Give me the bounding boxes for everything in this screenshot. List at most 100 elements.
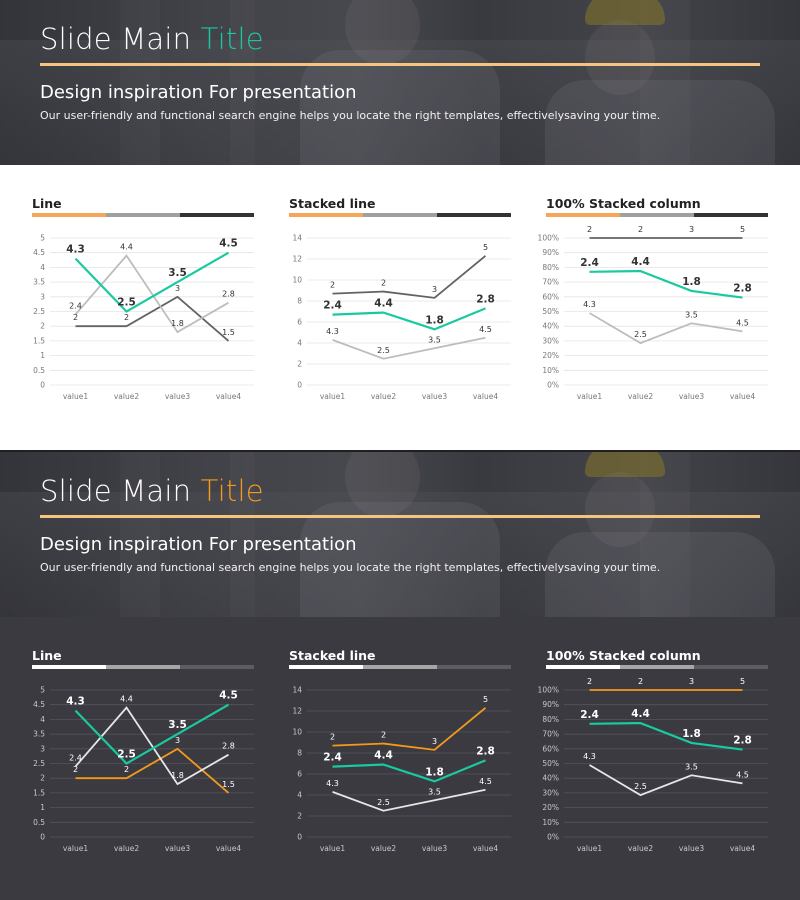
data-label: 4.3 xyxy=(583,300,596,309)
y-tick-label: 8 xyxy=(297,297,302,306)
chart-title-bar xyxy=(32,665,254,669)
data-label: 2.4 xyxy=(69,301,82,310)
x-tick-label: value4 xyxy=(216,392,241,401)
chart-plot: 0 0.5 1 1.5 2 2.5 3 3.5 4 4.5 5 value1 value2 value3 v… xyxy=(33,234,254,401)
x-tick-label: value1 xyxy=(63,392,88,401)
data-label: 4.3 xyxy=(326,779,339,788)
data-label: 4.3 xyxy=(66,696,85,708)
x-tick-label: value3 xyxy=(679,392,704,401)
data-label: 2.5 xyxy=(377,346,390,355)
data-label: 2.5 xyxy=(117,749,136,761)
y-tick-label: 4.5 xyxy=(33,700,45,709)
y-tick-label: 3.5 xyxy=(33,278,45,287)
data-label: 4.4 xyxy=(631,708,650,720)
y-tick-label: 0 xyxy=(40,833,45,842)
chart-title: Stacked line xyxy=(289,648,376,663)
data-label: 4.5 xyxy=(219,690,238,702)
y-tick-label: 100% xyxy=(538,686,559,695)
y-tick-label: 5 xyxy=(40,234,45,243)
y-tick-label: 30% xyxy=(542,788,559,797)
series-line xyxy=(332,759,486,783)
y-tick-label: 70% xyxy=(542,730,559,739)
data-label: 2.8 xyxy=(476,293,495,305)
slide-title: Slide Main Title xyxy=(40,22,264,56)
data-label: 4.4 xyxy=(120,243,133,252)
data-label: 2 xyxy=(587,225,592,234)
y-tick-label: 4 xyxy=(40,715,45,724)
y-tick-label: 100% xyxy=(538,234,559,243)
data-label: 4.5 xyxy=(219,238,238,250)
y-tick-label: 80% xyxy=(542,715,559,724)
data-label: 2.8 xyxy=(733,283,752,295)
title-rule xyxy=(40,515,760,518)
data-label: 2.8 xyxy=(222,742,235,751)
y-tick-label: 70% xyxy=(542,278,559,287)
x-tick-label: value4 xyxy=(473,844,498,853)
data-label: 2.5 xyxy=(117,297,136,309)
series-line xyxy=(332,307,486,331)
y-tick-label: 12 xyxy=(292,255,302,264)
chart-title: 100% Stacked column xyxy=(546,648,701,663)
chart-plot: 0 2 4 6 8 10 12 14 value1 value2 value3 value4 2.4 4.… xyxy=(292,686,511,853)
series-line xyxy=(589,269,743,299)
data-label: 4.3 xyxy=(326,327,339,336)
x-tick-label: value1 xyxy=(577,392,602,401)
series-line xyxy=(74,251,230,313)
y-tick-label: 10 xyxy=(292,728,302,737)
series-line xyxy=(589,312,743,345)
series-line xyxy=(332,788,486,812)
series-line xyxy=(332,255,487,299)
slide-subtitle: Design inspiration For presentation xyxy=(40,82,357,103)
data-label: 2 xyxy=(73,313,78,322)
data-label: 3.5 xyxy=(428,787,441,796)
data-label: 3 xyxy=(689,225,694,234)
x-tick-label: value2 xyxy=(114,844,139,853)
x-tick-label: value3 xyxy=(165,844,190,853)
y-tick-label: 8 xyxy=(297,749,302,758)
chart-title-bar xyxy=(546,213,768,217)
y-tick-label: 2 xyxy=(40,322,45,331)
y-tick-label: 10% xyxy=(542,366,559,375)
y-tick-label: 10% xyxy=(542,818,559,827)
chart-plot: 0 0.5 1 1.5 2 2.5 3 3.5 4 4.5 5 value1 value2 value3 v… xyxy=(33,686,254,853)
y-tick-label: 1 xyxy=(40,803,45,812)
y-tick-label: 6 xyxy=(297,770,302,779)
y-tick-label: 1 xyxy=(40,351,45,360)
series-line xyxy=(74,703,230,765)
title-rule xyxy=(40,63,760,66)
data-label: 2 xyxy=(381,731,386,740)
data-label: 1.8 xyxy=(171,771,184,780)
data-label: 4.4 xyxy=(631,256,650,268)
x-tick-label: value3 xyxy=(422,844,447,853)
y-tick-label: 50% xyxy=(542,307,559,316)
series-line xyxy=(75,747,230,794)
y-tick-label: 0.5 xyxy=(33,818,45,827)
x-tick-label: value4 xyxy=(473,392,498,401)
slide-dark: Slide Main Title Design inspiration For … xyxy=(0,450,800,900)
data-label: 2 xyxy=(381,279,386,288)
data-label: 4.4 xyxy=(374,298,393,310)
data-label: 3.5 xyxy=(168,267,187,279)
y-tick-label: 14 xyxy=(292,686,302,695)
data-label: 5 xyxy=(740,225,745,234)
data-label: 3.5 xyxy=(168,719,187,731)
data-label: 2.5 xyxy=(377,798,390,807)
y-tick-label: 0% xyxy=(547,833,559,842)
data-label: 2.5 xyxy=(634,330,647,339)
x-tick-label: value2 xyxy=(371,392,396,401)
data-label: 4.5 xyxy=(736,318,749,327)
data-label: 4.5 xyxy=(479,777,492,786)
y-tick-label: 80% xyxy=(542,263,559,272)
slide-description: Our user-friendly and functional search … xyxy=(40,109,661,122)
series-line xyxy=(75,295,230,342)
data-label: 3 xyxy=(432,737,437,746)
x-tick-label: value3 xyxy=(422,392,447,401)
y-tick-label: 4 xyxy=(297,339,302,348)
y-tick-label: 4 xyxy=(297,791,302,800)
y-tick-label: 60% xyxy=(542,292,559,301)
y-tick-label: 0 xyxy=(297,833,302,842)
data-label: 1.5 xyxy=(222,328,235,337)
data-label: 2 xyxy=(124,765,129,774)
data-label: 1.8 xyxy=(171,319,184,328)
chart-title-bar xyxy=(32,213,254,217)
